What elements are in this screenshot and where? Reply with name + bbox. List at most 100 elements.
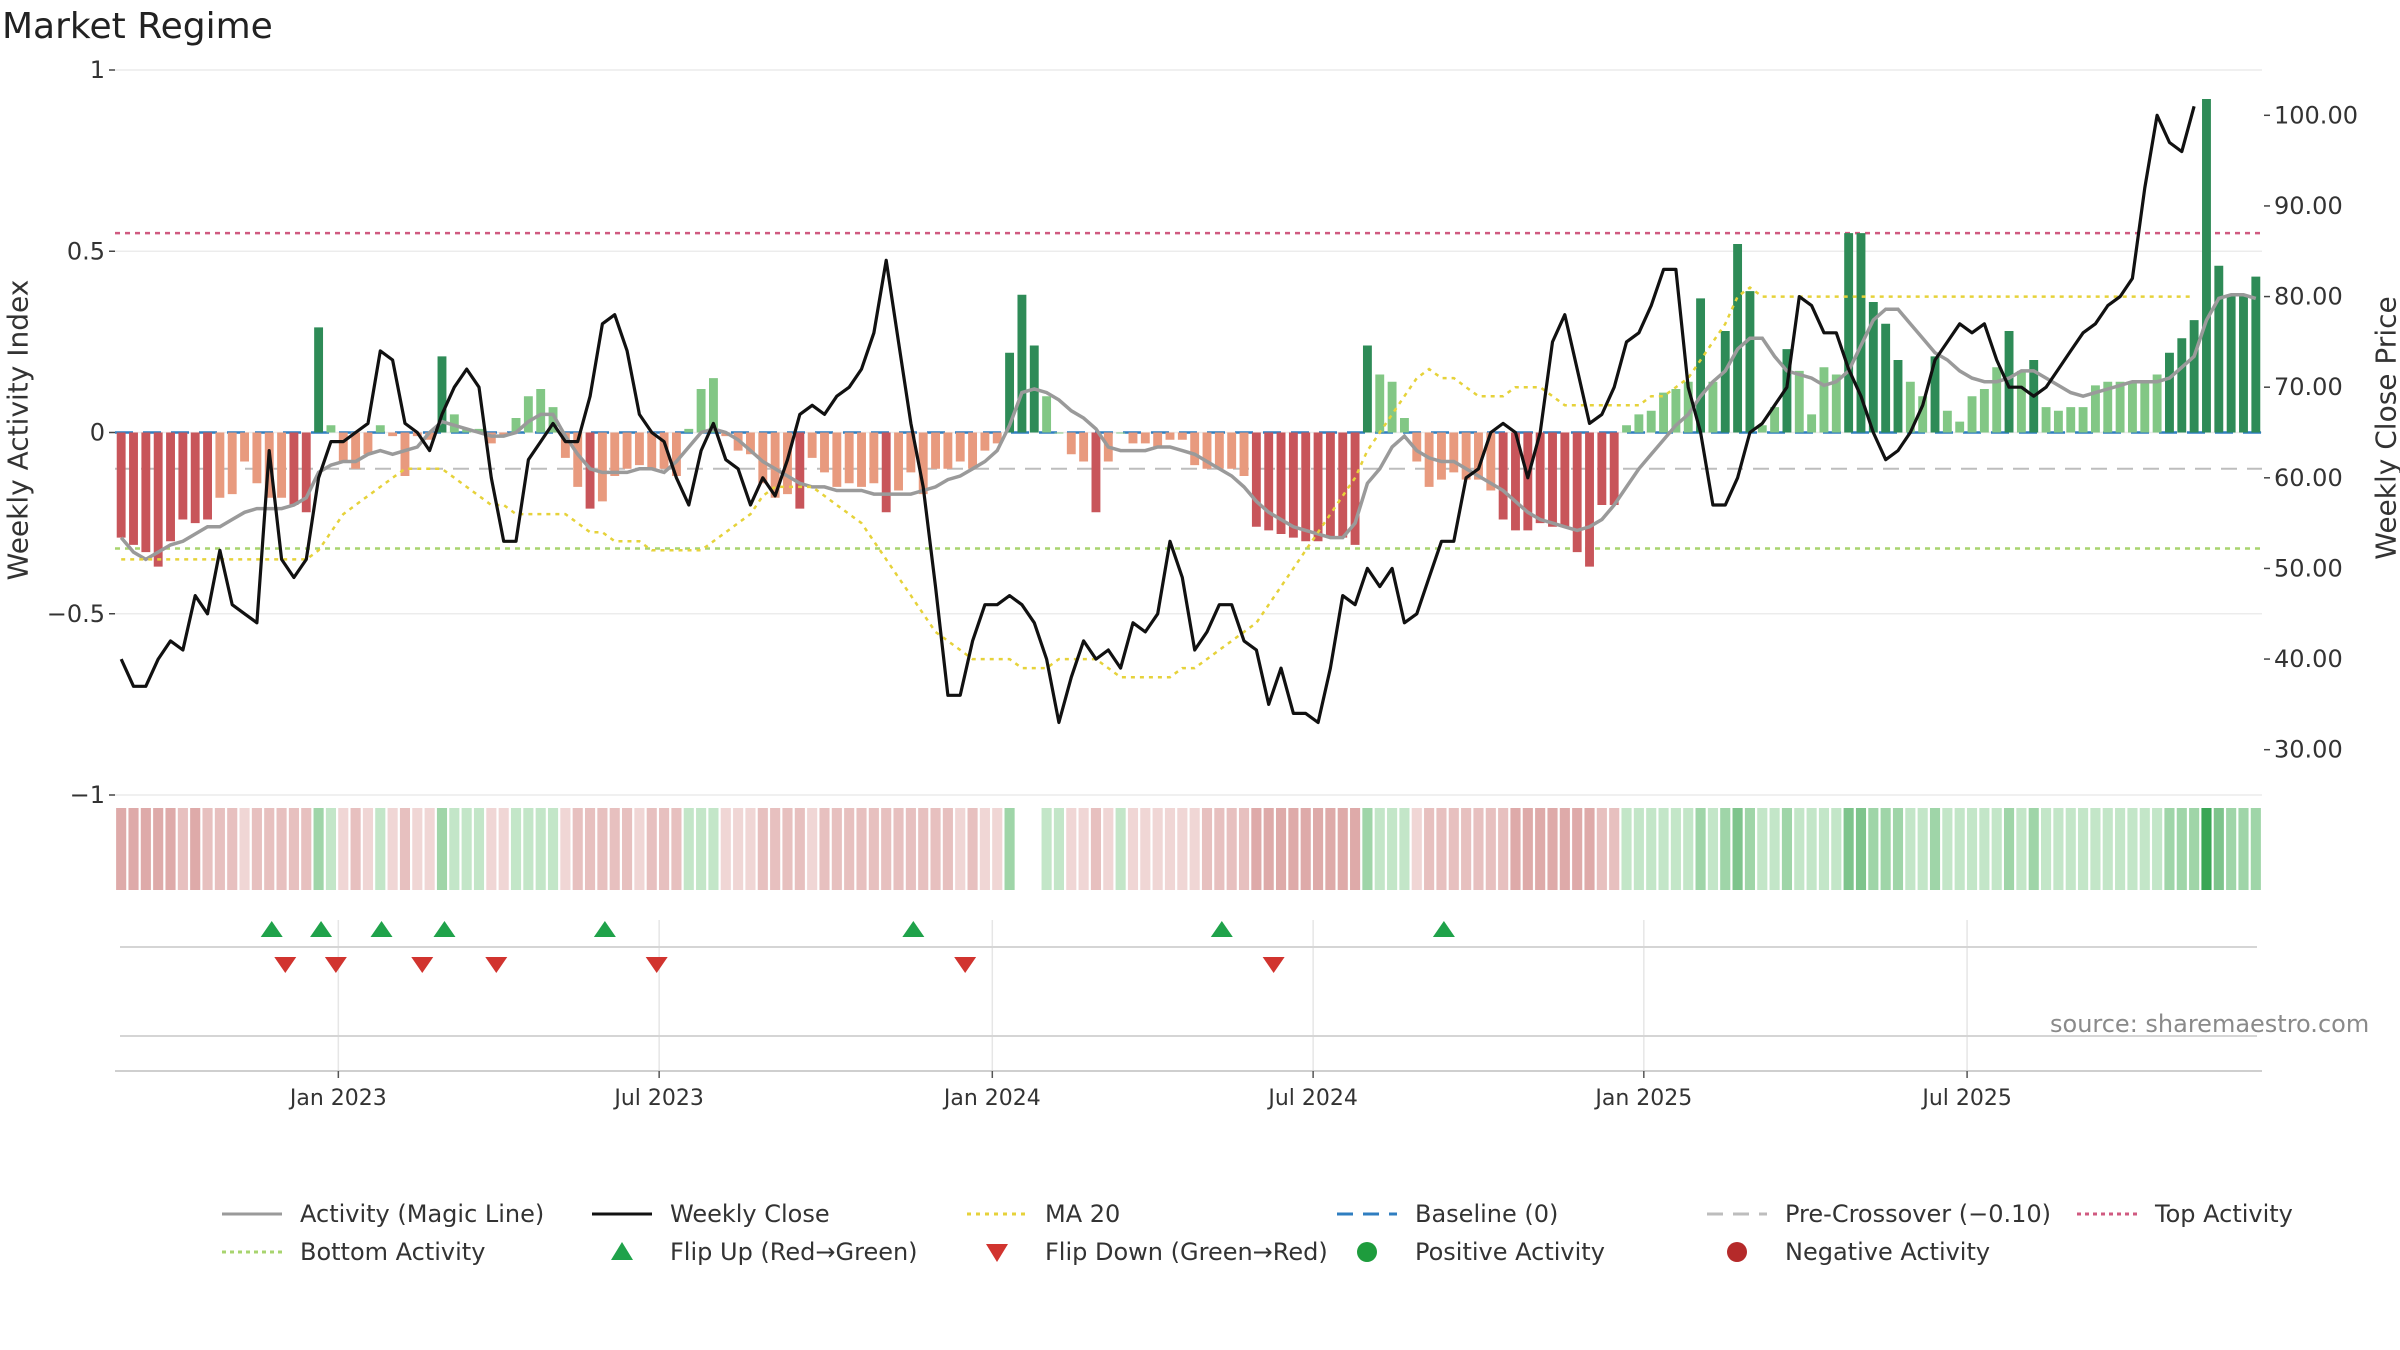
regime-cell [1720, 808, 1731, 890]
regime-cell [1362, 808, 1373, 890]
activity-bar [906, 432, 916, 473]
right-tick-label: 70.00 [2274, 373, 2343, 401]
activity-bar [166, 432, 175, 542]
regime-cell [1399, 808, 1410, 890]
activity-bar [2016, 370, 2026, 433]
activity-bar [770, 432, 780, 498]
activity-bar [1449, 432, 1459, 473]
regime-cell [745, 808, 756, 890]
regime-cell [2226, 808, 2237, 890]
regime-cell [967, 808, 978, 890]
regime-cell [1498, 808, 1509, 890]
flip-up-marker [902, 921, 925, 937]
activity-bar [795, 432, 805, 509]
regime-cell [1855, 808, 1867, 890]
activity-bar [955, 432, 965, 462]
activity-bar [1054, 432, 1064, 434]
legend-swatch-pre-crossover [1707, 1212, 1767, 1216]
regime-cell [436, 808, 448, 890]
source-credit: source: sharemaestro.com [2050, 1010, 2370, 1038]
regime-cell [1313, 808, 1324, 890]
activity-bar [2115, 381, 2125, 433]
activity-bar [610, 432, 620, 476]
regime-cell [1275, 808, 1287, 890]
regime-cell [1263, 808, 1274, 890]
activity-bar [425, 432, 435, 440]
activity-bar [597, 432, 607, 502]
x-tick-label: Jan 2024 [942, 1086, 1041, 1111]
activity-bar [1301, 432, 1311, 542]
regime-cell [399, 808, 411, 890]
legend-item-positive-activity: Positive Activity [1335, 1238, 1605, 1266]
activity-bar [696, 389, 706, 433]
activity-bar [659, 432, 669, 469]
activity-bar [129, 432, 138, 545]
activity-bar [2004, 331, 2014, 433]
activity-bar [449, 414, 459, 433]
regime-cell [1473, 808, 1484, 890]
activity-bar [2214, 265, 2224, 433]
activity-bar [1585, 432, 1594, 567]
activity-bar [1918, 396, 1928, 433]
activity-bar [844, 432, 854, 484]
regime-cell [338, 808, 349, 890]
legend-swatch-ma20 [967, 1212, 1027, 1216]
regime-cell [2065, 808, 2076, 890]
activity-bar [1202, 432, 1212, 469]
regime-cell [1707, 808, 1718, 890]
regime-cell [498, 808, 509, 890]
legend-swatch-flip-down [986, 1244, 1008, 1262]
activity-bar [980, 432, 990, 451]
activity-bar [1005, 352, 1015, 433]
regime-cell [782, 808, 793, 890]
regime-cell [757, 808, 768, 890]
flip-up-marker [370, 921, 393, 937]
activity-bar [1140, 432, 1150, 444]
activity-bar [363, 432, 373, 455]
flip-down-marker [954, 957, 977, 973]
activity-bar [2103, 381, 2113, 433]
activity-bar [1190, 432, 1200, 466]
x-tick-label: Jan 2025 [1593, 1086, 1692, 1111]
legend-label: Bottom Activity [300, 1238, 486, 1266]
legend-swatch-positive-activity [1357, 1242, 1377, 1262]
regime-cell [2041, 808, 2052, 890]
regime-cell [1535, 808, 1546, 890]
regime-cell [1078, 808, 1089, 890]
regime-cell [2028, 808, 2039, 890]
regime-cell [2250, 808, 2261, 890]
legend-label: Weekly Close [670, 1200, 830, 1228]
legend-swatch-weekly-close [592, 1212, 652, 1216]
regime-cell [2176, 808, 2187, 890]
regime-cell [2238, 808, 2249, 890]
activity-bar [1807, 414, 1817, 433]
activity-bars [116, 99, 2261, 567]
regime-cell [560, 808, 571, 890]
regime-cell [473, 808, 485, 890]
right-tick-label: 100.00 [2274, 101, 2358, 129]
x-tick-label: Jul 2023 [612, 1086, 704, 1111]
regime-cell [510, 808, 522, 890]
regime-cell [264, 808, 275, 890]
regime-cell [1670, 808, 1681, 890]
legend-item-flip-up: Flip Up (Red→Green) [590, 1238, 918, 1266]
regime-cell [794, 808, 805, 890]
activity-bar [758, 432, 768, 484]
activity-bar [1066, 432, 1076, 455]
regime-cell [1966, 808, 1978, 890]
regime-cell [1522, 808, 1533, 890]
regime-cell [622, 808, 633, 890]
regime-cell [2016, 808, 2027, 890]
regime-cell [2003, 808, 2015, 890]
regime-cell [720, 808, 731, 890]
legend-item-bottom-activity: Bottom Activity [220, 1238, 485, 1266]
legend-label: Flip Down (Green→Red) [1045, 1238, 1328, 1266]
x-tick-label: Jan 2023 [288, 1086, 387, 1111]
regime-cell [1177, 808, 1188, 890]
regime-cell [1880, 808, 1891, 890]
regime-cell [1572, 808, 1583, 890]
magic-line [119, 293, 2257, 562]
regime-cell [1683, 808, 1694, 890]
regime-cell [646, 808, 657, 890]
